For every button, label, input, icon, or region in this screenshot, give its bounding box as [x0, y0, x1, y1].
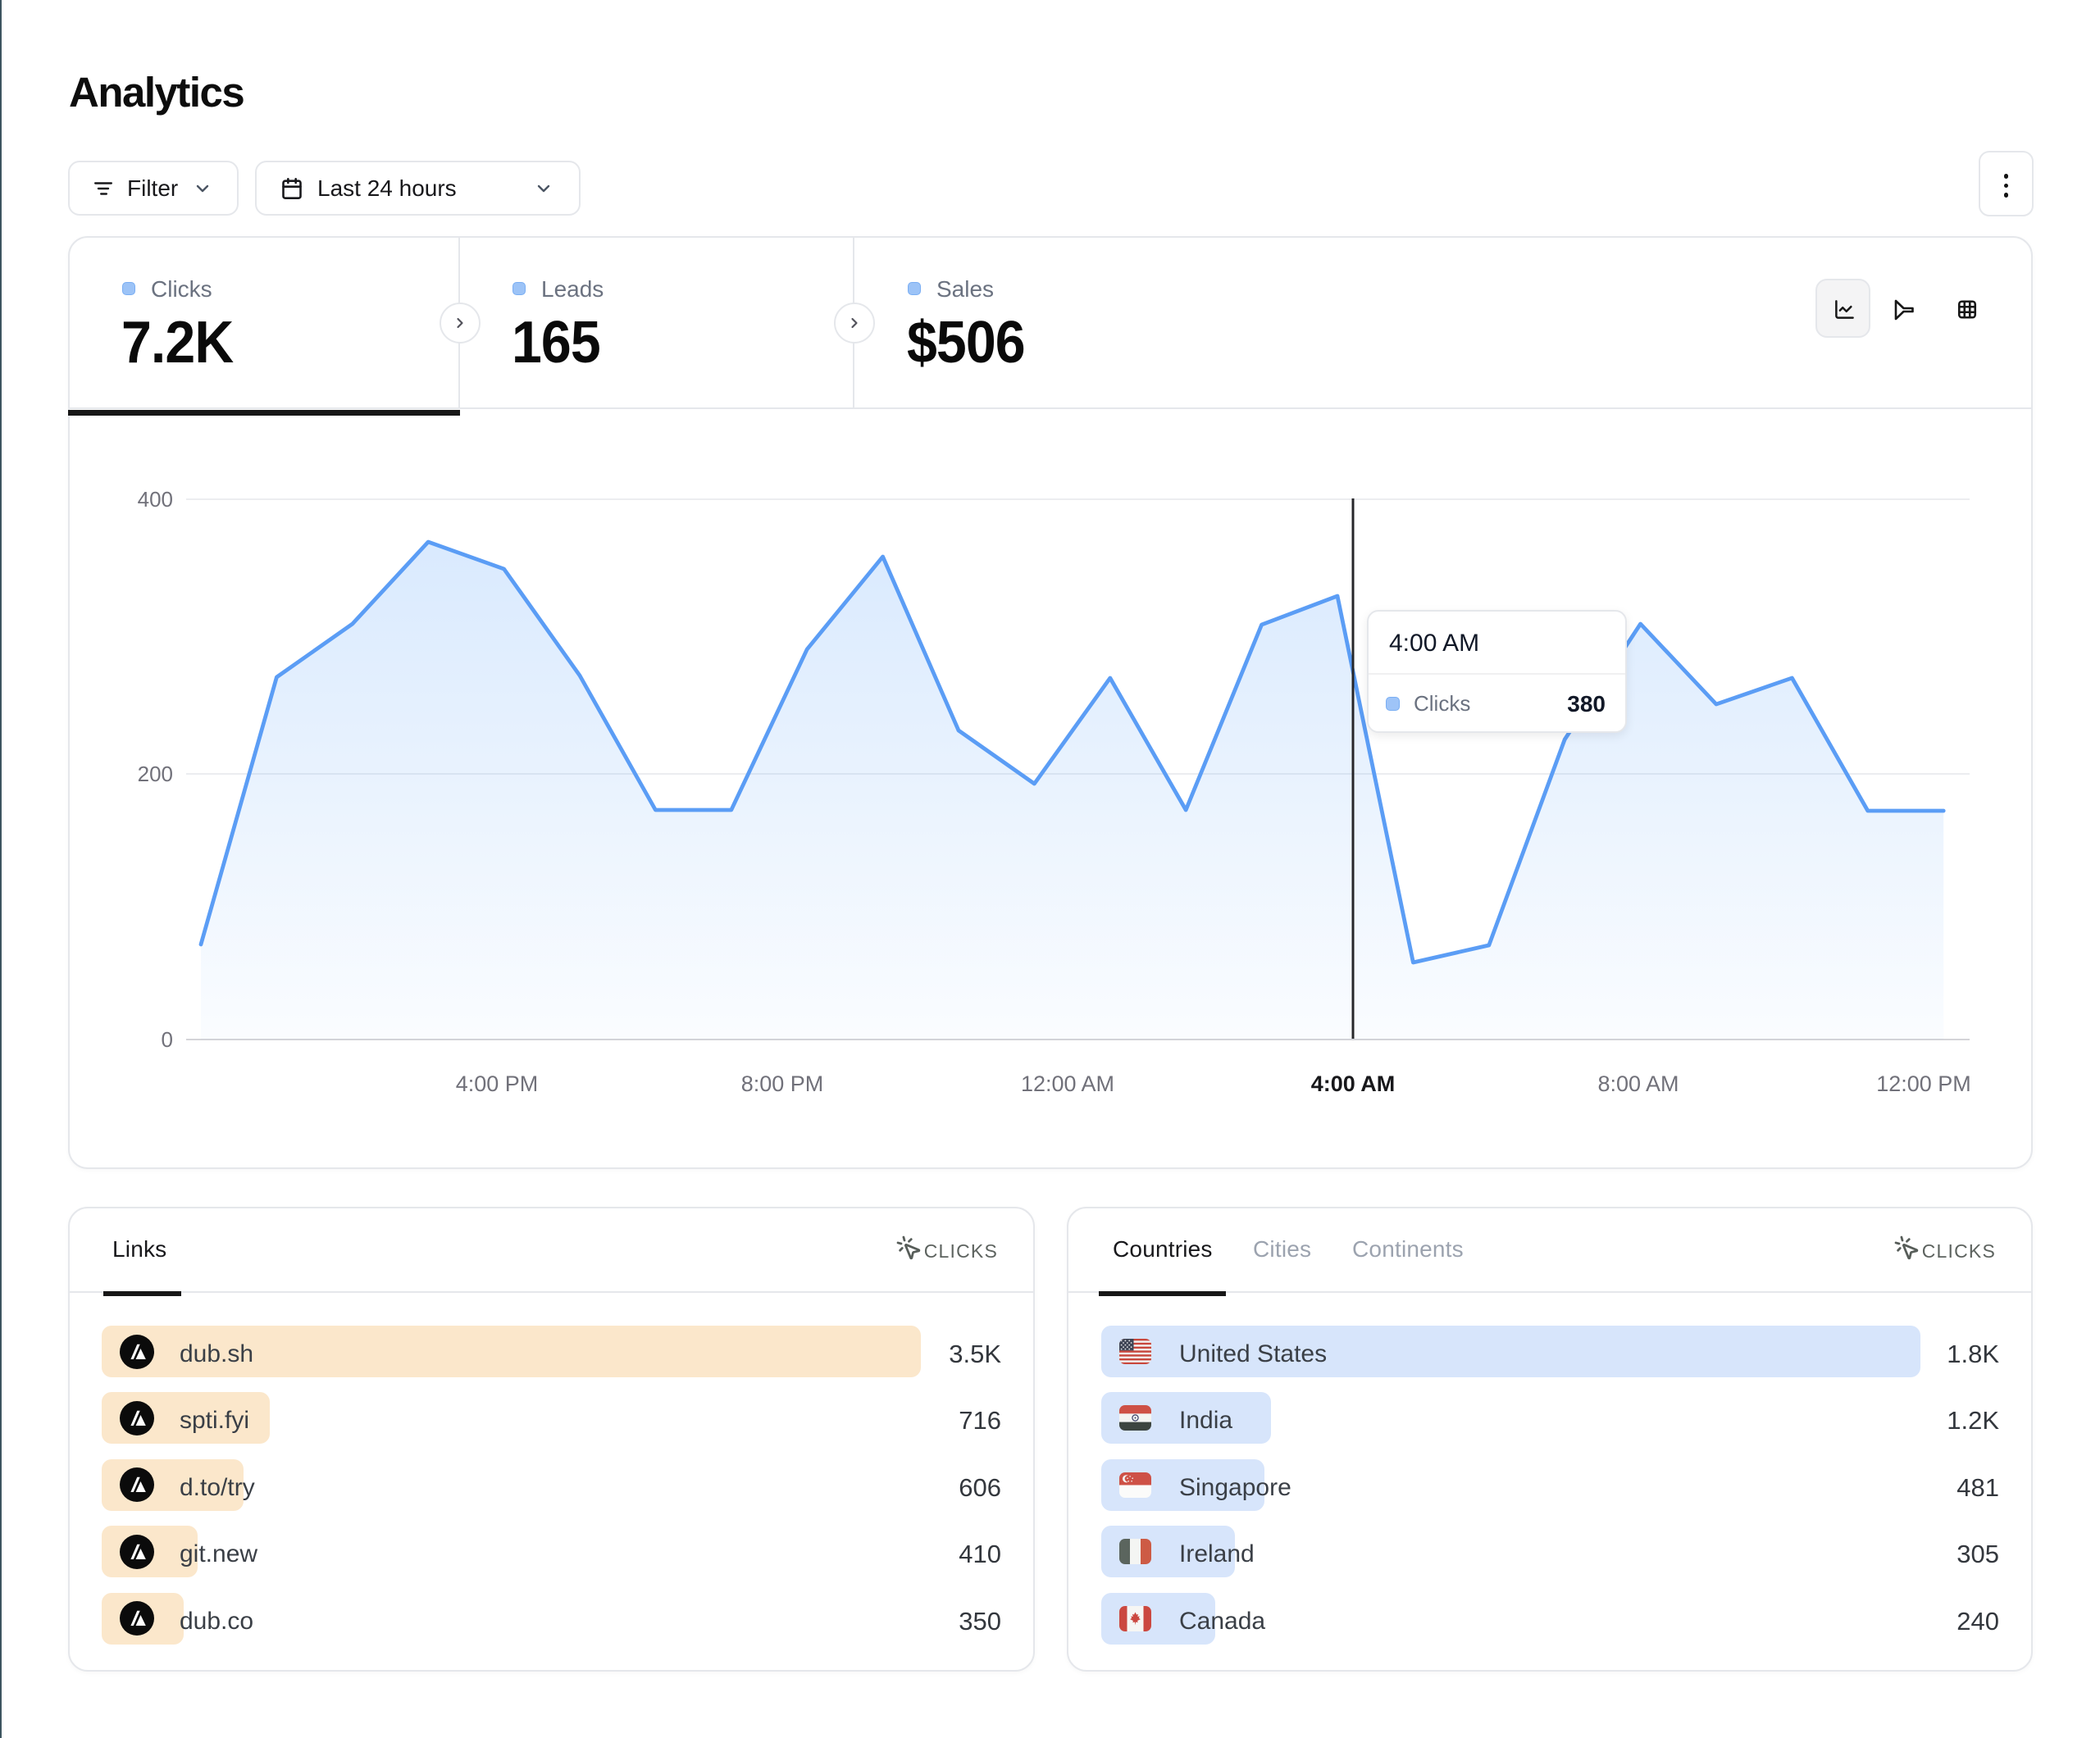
svg-text:4:00 PM: 4:00 PM [456, 1071, 539, 1096]
svg-text:0: 0 [162, 1027, 173, 1052]
svg-text:200: 200 [138, 762, 173, 786]
svg-text:400: 400 [138, 487, 173, 512]
svg-text:12:00 AM: 12:00 AM [1021, 1071, 1114, 1096]
svg-text:8:00 PM: 8:00 PM [741, 1071, 824, 1096]
svg-text:4:00 AM: 4:00 AM [1311, 1071, 1396, 1096]
svg-text:12:00 PM: 12:00 PM [1876, 1071, 1971, 1096]
svg-text:8:00 AM: 8:00 AM [1597, 1071, 1679, 1096]
